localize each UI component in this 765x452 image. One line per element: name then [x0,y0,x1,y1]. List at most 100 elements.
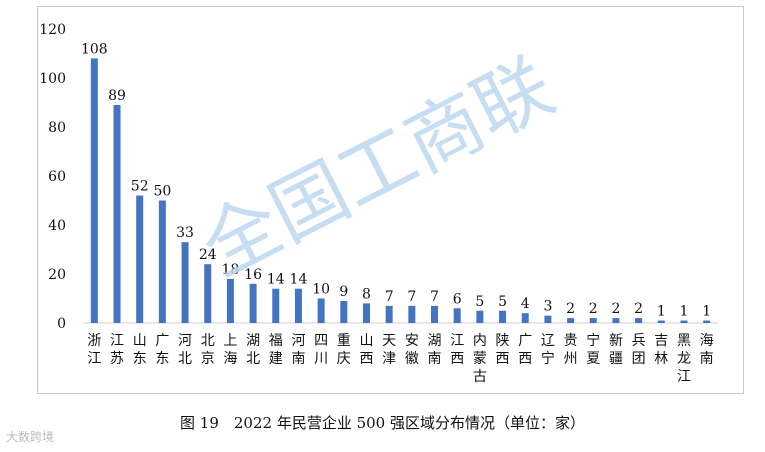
x-tick-label: 黑龙江 [677,333,691,385]
data-label: 5 [475,294,484,310]
data-label: 7 [407,289,416,305]
data-label: 2 [611,301,620,317]
data-label: 2 [566,301,575,317]
y-tick-label: 20 [48,267,66,283]
data-label: 3 [543,299,552,315]
x-tick-label: 北京 [201,333,215,367]
data-label: 4 [521,296,530,312]
bar [226,278,234,323]
x-tick-label: 上海 [223,333,237,367]
data-label: 7 [385,289,394,305]
x-tick-label: 广西 [518,333,532,367]
x-tick-label: 浙江 [87,333,101,367]
bar [340,300,348,323]
watermark-text: 全国工商联 [188,41,567,293]
y-tick-label: 60 [48,169,66,185]
x-tick-label: 辽宁 [541,333,555,367]
bar [113,104,121,323]
data-label: 7 [430,289,439,305]
bar [408,305,416,323]
x-axis-labels: 浙江江苏山东广东河北北京上海湖北福建河南四川重庆山西天津安徽湖南江西内蒙古陕西广… [87,332,713,385]
data-label: 8 [362,286,371,302]
x-tick-label: 海南 [700,333,714,367]
bar [612,318,620,323]
bar [635,318,643,323]
bar [181,242,189,323]
y-tick-label: 120 [39,22,66,38]
data-label: 2 [634,301,643,317]
x-tick-label: 安徽 [405,333,419,367]
x-tick-label: 兵团 [632,333,646,367]
bar [499,310,507,323]
x-tick-label: 陕西 [496,333,510,367]
bar [476,310,484,323]
x-tick-label: 湖北 [246,333,260,367]
bar [544,315,552,323]
bar [385,305,393,323]
bar [272,288,280,323]
x-tick-label: 新疆 [609,333,623,367]
data-label: 14 [290,272,308,288]
data-label: 24 [199,247,217,263]
x-tick-label: 广东 [155,333,169,367]
x-tick-label: 河北 [178,333,192,367]
data-label: 14 [267,272,285,288]
x-tick-label: 重庆 [337,333,351,367]
y-tick-label: 40 [48,218,66,234]
chart-frame: 0 20 40 60 80 100 120 108 89 52 50 33 24 18 16 14 14 10 9… [37,6,744,394]
data-label: 108 [81,41,108,57]
bar [703,320,711,323]
x-tick-label: 内蒙古 [473,333,487,385]
data-label: 1 [680,304,689,320]
x-tick-label: 吉林 [654,333,668,367]
x-tick-label: 贵州 [564,333,578,367]
x-tick-label: 湖南 [428,333,442,367]
data-label: 2 [589,301,598,317]
x-tick-label: 山东 [133,333,147,367]
source-logo: 大数跨境 [6,430,55,444]
data-label: 52 [131,179,149,195]
data-label: 89 [108,88,126,104]
y-tick-label: 100 [39,71,66,87]
bar [589,318,597,323]
y-tick-label: 80 [48,120,66,136]
bar [158,200,166,323]
x-tick-label: 四川 [314,333,328,367]
bar [317,298,325,323]
bar-series [90,58,711,324]
bar [431,305,439,323]
bar [680,320,688,323]
data-label: 50 [153,184,171,200]
bar [362,303,370,323]
figure-caption: 图 19 2022 年民营企业 500 强区域分布情况（单位：家） [180,414,585,432]
data-label: 1 [702,304,711,320]
bar [453,308,461,323]
x-tick-label: 福建 [269,333,283,367]
bar [657,320,665,323]
bar [249,283,257,323]
x-tick-label: 河南 [291,333,305,367]
data-label: 10 [312,282,330,298]
data-label: 9 [339,284,348,300]
x-tick-label: 天津 [382,333,396,367]
y-tick-label: 0 [57,316,66,332]
x-tick-label: 江西 [450,333,464,367]
y-axis: 0 20 40 60 80 100 120 [39,22,718,332]
data-label: 33 [176,225,194,241]
bar [204,264,212,323]
data-label: 6 [453,291,462,307]
bar [294,288,302,323]
data-label: 1 [657,304,666,320]
bar [521,313,529,323]
data-label: 5 [498,294,507,310]
data-label: 16 [244,267,262,283]
x-tick-label: 山西 [359,333,373,367]
data-label: 18 [221,262,239,278]
bar [90,58,98,324]
x-tick-label: 江苏 [110,333,124,367]
bar [136,195,144,323]
x-tick-label: 宁夏 [586,332,600,367]
bar [567,318,575,323]
